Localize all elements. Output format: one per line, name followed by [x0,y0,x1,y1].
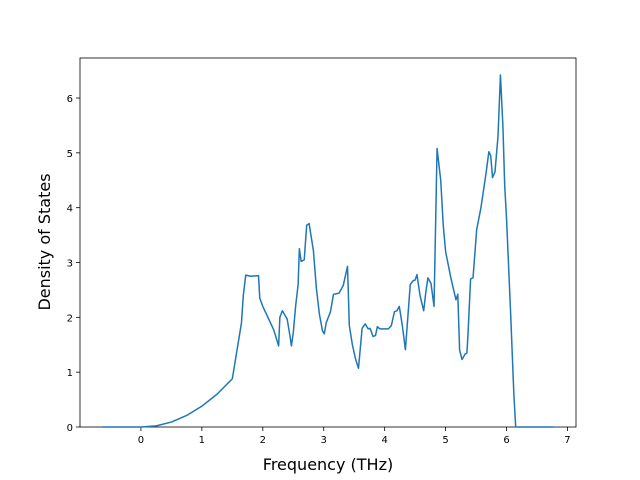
y-tick-label: 3 [67,259,73,270]
y-tick-label: 0 [67,423,73,434]
x-tick-label: 5 [442,435,448,446]
x-tick-label: 1 [199,435,205,446]
dos-line [102,74,554,428]
y-tick-label: 5 [67,149,73,160]
y-tick-label: 1 [67,368,73,379]
x-tick-label: 7 [564,435,570,446]
y-tick-label: 6 [67,94,73,105]
x-tick-label: 2 [260,435,266,446]
y-tick-label: 2 [67,313,73,324]
x-tick-label: 6 [503,435,509,446]
y-tick-label: 4 [67,204,73,215]
plot-frame [79,57,577,428]
x-axis-label: Frequency (THz) [263,455,393,474]
x-tick-label: 0 [138,435,144,446]
x-tick-label: 4 [381,435,387,446]
y-axis-label: Density of States [35,173,54,310]
x-tick-label: 3 [321,435,327,446]
